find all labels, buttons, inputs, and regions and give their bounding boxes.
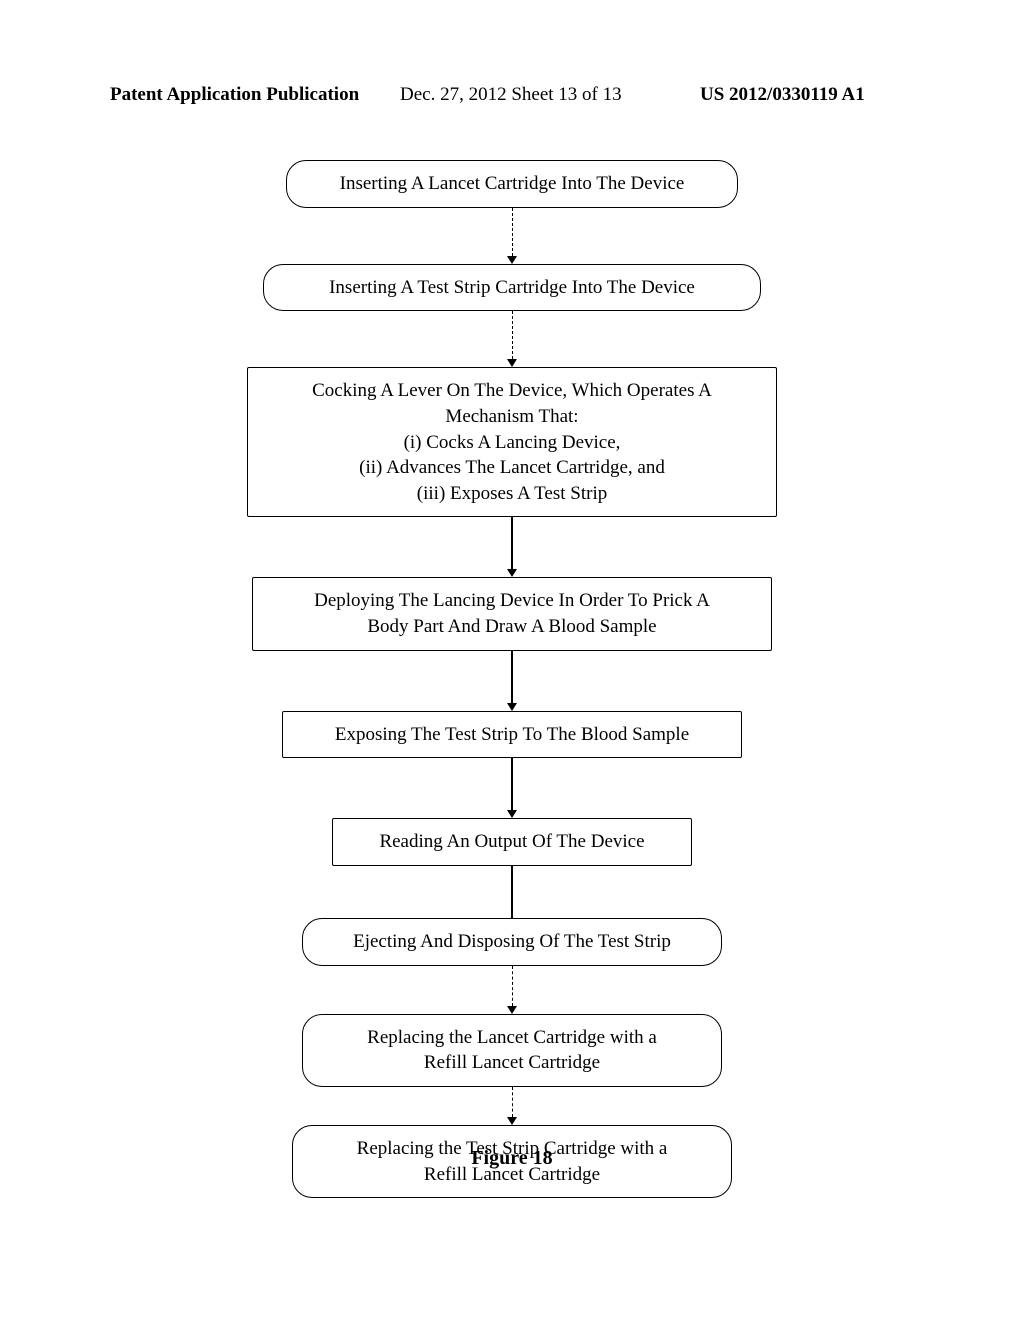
- arrowhead-icon: [507, 703, 517, 711]
- flowchart-node: Cocking A Lever On The Device, Which Ope…: [247, 367, 777, 517]
- flowchart-connector: [511, 651, 513, 711]
- flowchart-node: Reading An Output Of The Device: [332, 818, 692, 866]
- arrowhead-icon: [507, 810, 517, 818]
- flowchart-node-line: Cocking A Lever On The Device, Which Ope…: [272, 378, 752, 404]
- flowchart-node-line: Inserting A Test Strip Cartridge Into Th…: [288, 275, 736, 301]
- flowchart-connector: [511, 311, 513, 367]
- dashed-connector-line: [512, 208, 513, 256]
- header-center: Dec. 27, 2012 Sheet 13 of 13: [400, 84, 622, 106]
- flowchart-node-line: Ejecting And Disposing Of The Test Strip: [327, 929, 697, 955]
- flowchart-connector: [511, 1087, 513, 1125]
- solid-connector-line: [511, 866, 513, 918]
- figure-caption: Figure 18: [0, 1147, 1024, 1170]
- flowchart-node-line: Reading An Output Of The Device: [357, 829, 667, 855]
- dashed-connector-line: [512, 1087, 513, 1117]
- flowchart-node-line: Replacing the Lancet Cartridge with a: [327, 1025, 697, 1051]
- flowchart-node-line: Refill Lancet Cartridge: [327, 1050, 697, 1076]
- flowchart-connector: [511, 966, 513, 1014]
- arrowhead-icon: [507, 1006, 517, 1014]
- flowchart-node-line: Body Part And Draw A Blood Sample: [277, 614, 747, 640]
- flowchart-node-line: (iii) Exposes A Test Strip: [272, 481, 752, 507]
- header-right: US 2012/0330119 A1: [700, 84, 865, 106]
- arrowhead-icon: [507, 569, 517, 577]
- solid-connector-line: [511, 651, 513, 703]
- dashed-connector-line: [512, 311, 513, 359]
- flowchart-node: Inserting A Lancet Cartridge Into The De…: [286, 160, 738, 208]
- flowchart-node-line: Inserting A Lancet Cartridge Into The De…: [311, 171, 713, 197]
- flowchart-node: Ejecting And Disposing Of The Test Strip: [302, 918, 722, 966]
- flowchart-node-line: Exposing The Test Strip To The Blood Sam…: [307, 722, 717, 748]
- arrowhead-icon: [507, 256, 517, 264]
- flowchart-container: Inserting A Lancet Cartridge Into The De…: [0, 160, 1024, 1198]
- flowchart-node: Inserting A Test Strip Cartridge Into Th…: [263, 264, 761, 312]
- flowchart-connector: [511, 208, 513, 264]
- flowchart-connector: [511, 517, 513, 577]
- solid-connector-line: [511, 758, 513, 810]
- flowchart-node-line: (ii) Advances The Lancet Cartridge, and: [272, 455, 752, 481]
- flowchart-node: Exposing The Test Strip To The Blood Sam…: [282, 711, 742, 759]
- arrowhead-icon: [507, 359, 517, 367]
- flowchart-node: Replacing the Lancet Cartridge with aRef…: [302, 1014, 722, 1087]
- flowchart-connector: [511, 866, 513, 918]
- flowchart-node: Deploying The Lancing Device In Order To…: [252, 577, 772, 650]
- flowchart-node-line: Mechanism That:: [272, 404, 752, 430]
- dashed-connector-line: [512, 966, 513, 1006]
- header-left: Patent Application Publication: [110, 84, 359, 106]
- flowchart-node-line: Deploying The Lancing Device In Order To…: [277, 588, 747, 614]
- solid-connector-line: [511, 517, 513, 569]
- flowchart-connector: [511, 758, 513, 818]
- flowchart-node-line: (i) Cocks A Lancing Device,: [272, 430, 752, 456]
- arrowhead-icon: [507, 1117, 517, 1125]
